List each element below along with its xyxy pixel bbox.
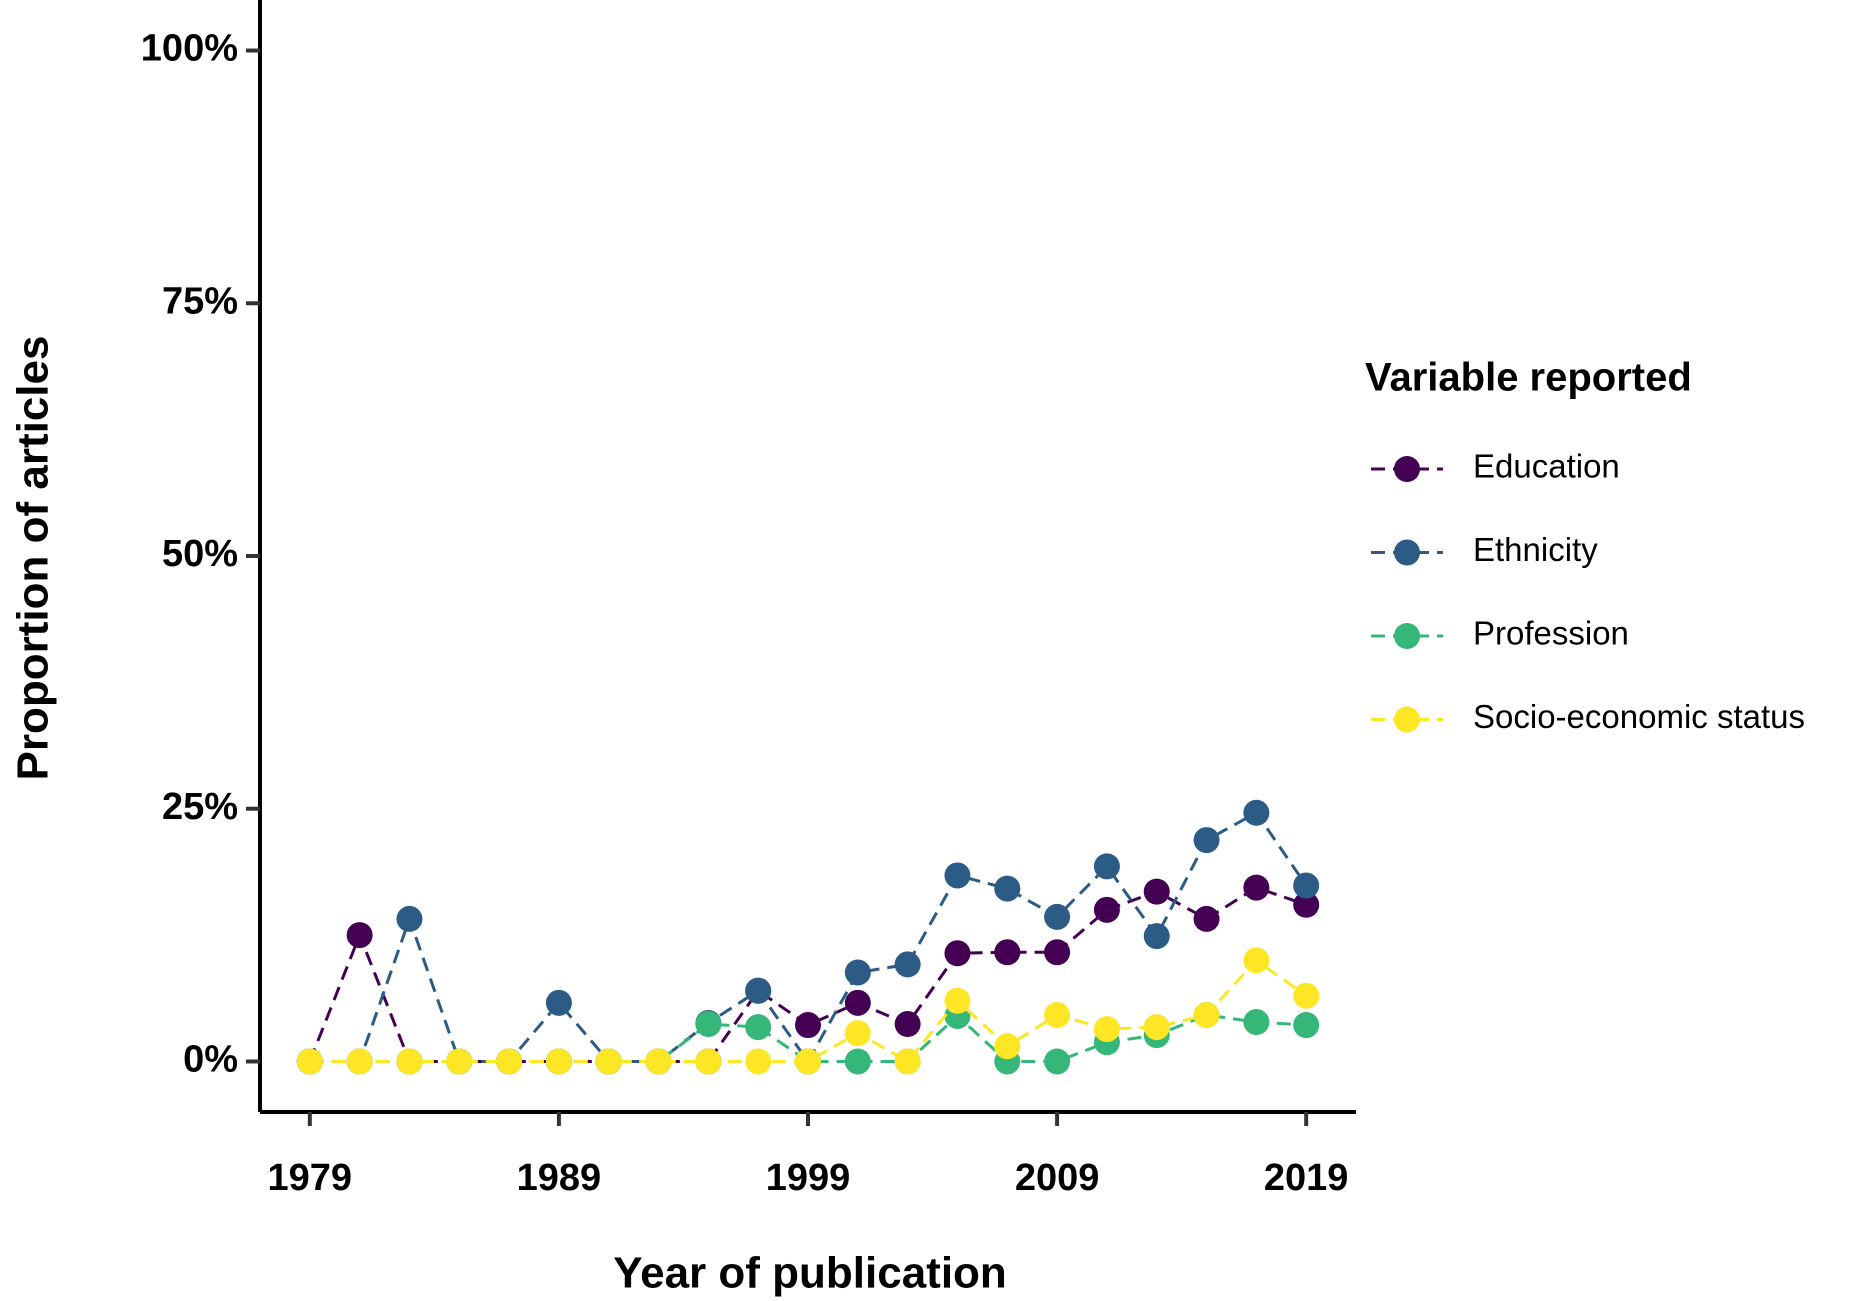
data-point [396, 905, 423, 932]
legend-label: Ethnicity [1473, 531, 1598, 568]
y-tick-label: 100% [141, 28, 238, 70]
data-point [1243, 799, 1270, 826]
data-point [795, 1012, 821, 1039]
data-point [1044, 1048, 1071, 1075]
data-point [944, 987, 971, 1014]
data-point [1143, 1014, 1170, 1041]
x-tick-label: 2019 [1264, 1157, 1349, 1199]
data-point [1044, 903, 1071, 930]
legend-key-point [1394, 706, 1420, 733]
legend-key-point [1394, 623, 1420, 649]
legend-label: Education [1473, 448, 1620, 485]
data-point [994, 875, 1021, 902]
legend-label: Profession [1473, 615, 1629, 652]
data-point [1293, 872, 1320, 899]
data-point [944, 940, 971, 967]
data-point [545, 1048, 572, 1075]
x-tick-label: 2009 [1015, 1157, 1100, 1199]
legend-label: Socio-economic status [1473, 698, 1805, 735]
data-point [1093, 1016, 1120, 1043]
y-tick-label: 50% [162, 533, 238, 575]
data-point [994, 939, 1021, 966]
data-point [844, 1020, 871, 1047]
data-point [994, 1033, 1021, 1060]
data-point [944, 862, 971, 889]
data-point [1093, 896, 1120, 923]
data-point [1093, 853, 1120, 880]
data-point [346, 1048, 373, 1075]
data-point [1193, 827, 1220, 854]
data-point [795, 1048, 821, 1075]
data-point [1243, 874, 1270, 901]
data-point [1044, 939, 1071, 966]
data-point [1044, 1001, 1071, 1028]
x-tick-label: 1979 [268, 1157, 353, 1199]
data-point [844, 1048, 871, 1075]
y-axis-title: Proportion of articles [9, 336, 58, 781]
x-axis-title: Year of publication [613, 1249, 1007, 1298]
data-point [844, 959, 871, 986]
x-tick-label: 1999 [766, 1157, 851, 1199]
data-point [894, 1011, 921, 1038]
data-point [844, 989, 871, 1016]
data-point [1143, 923, 1170, 950]
data-point [645, 1048, 672, 1075]
data-point [346, 922, 373, 949]
data-point [496, 1048, 523, 1075]
y-tick-label: 0% [183, 1038, 238, 1080]
series-line [309, 958, 1308, 1064]
data-point [745, 1048, 772, 1075]
legend-key-point [1394, 456, 1420, 482]
data-point [894, 951, 921, 978]
data-point [745, 977, 772, 1004]
data-point [1143, 878, 1170, 905]
legend-key-point [1394, 539, 1420, 566]
data-point [296, 1048, 323, 1075]
data-point [745, 1014, 772, 1041]
data-point [894, 1048, 921, 1075]
data-point [695, 1048, 722, 1075]
data-point [695, 1011, 722, 1038]
data-point [545, 989, 572, 1016]
data-point [1193, 1001, 1220, 1028]
data-point [1293, 1012, 1320, 1039]
data-point [446, 1048, 473, 1075]
data-point [1293, 891, 1320, 918]
data-point [1243, 1009, 1270, 1036]
data-point [595, 1048, 622, 1075]
data-point [1193, 905, 1220, 932]
data-point [1293, 982, 1320, 1009]
y-tick-label: 25% [162, 786, 238, 828]
x-tick-label: 1989 [517, 1157, 602, 1199]
y-tick-label: 75% [162, 280, 238, 322]
data-point [396, 1048, 423, 1075]
legend-title: Variable reported [1365, 356, 1692, 400]
data-point [1243, 947, 1270, 974]
